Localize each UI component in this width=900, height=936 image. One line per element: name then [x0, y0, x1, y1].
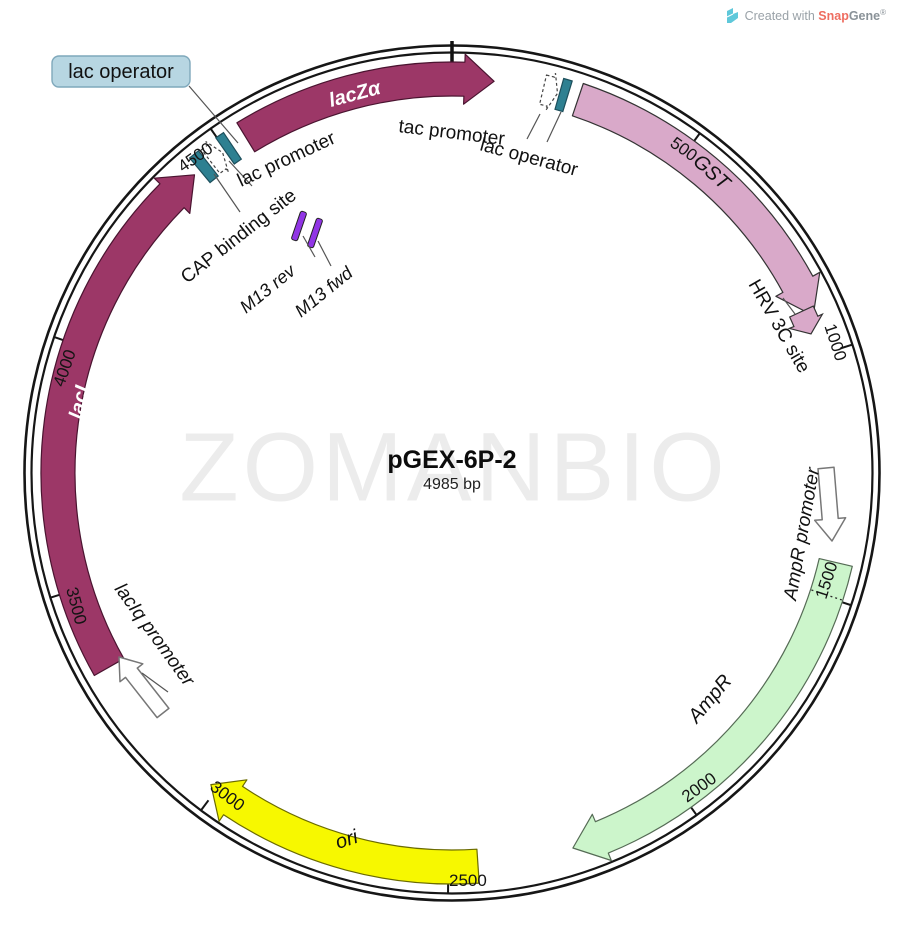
feature-m13-fwd[interactable]	[307, 218, 323, 248]
credit-text: Created with SnapGene®	[745, 8, 886, 23]
feature-lac-operator-2[interactable]	[555, 79, 572, 112]
callout-lac-operator-2	[547, 112, 561, 142]
callout-cap-binding-site	[214, 174, 240, 212]
feature-hrv-3c-site[interactable]	[789, 306, 822, 334]
feature-GST[interactable]	[572, 84, 819, 316]
callout-m13-fwd	[318, 241, 331, 266]
tick-3000	[201, 800, 209, 810]
tick-label-2500: 2500	[449, 871, 487, 890]
feature-tac-promoter[interactable]	[540, 73, 558, 110]
snapgene-logo-icon	[725, 7, 740, 24]
highlighted-label-lac-operator[interactable]: lac operator	[52, 56, 190, 87]
callout-tac-promoter	[527, 114, 540, 139]
label-lac-operator-2: lac operator	[478, 135, 581, 181]
label-AmpR: AmpR	[683, 670, 736, 727]
plasmid-size: 4985 bp	[423, 476, 481, 493]
label-m13-rev: M13 rev	[236, 260, 300, 317]
highlight-text: lac operator	[68, 61, 174, 83]
label-m13-fwd: M13 fwd	[291, 262, 357, 321]
feature-m13-rev[interactable]	[291, 211, 307, 241]
credit-line: Created with SnapGene®	[725, 7, 886, 24]
plasmid-name: pGEX-6P-2	[387, 446, 516, 474]
